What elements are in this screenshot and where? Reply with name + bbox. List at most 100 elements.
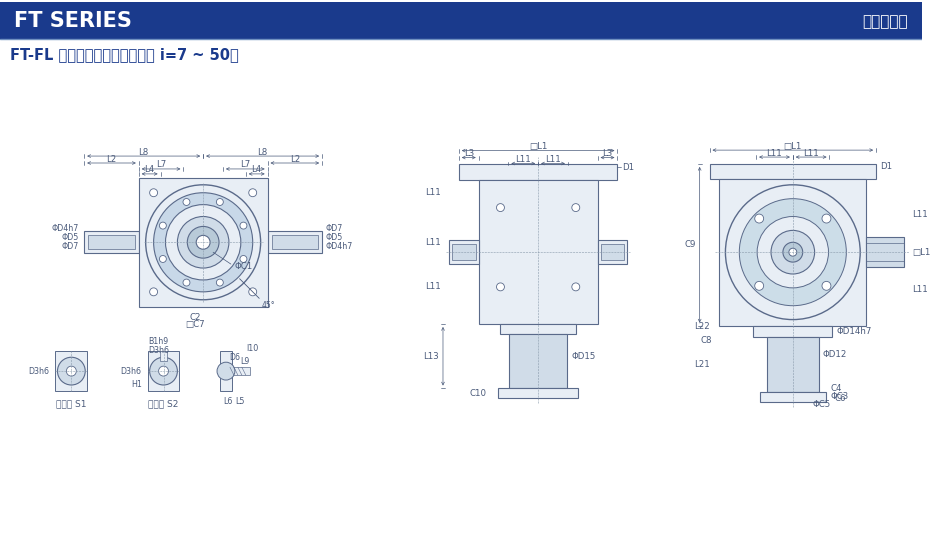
Bar [0,2,922,39]
Circle shape [248,189,257,197]
Bar [449,240,479,264]
Text: L5: L5 [235,397,245,406]
Text: □L1: □L1 [784,142,802,150]
Text: L8: L8 [258,148,268,156]
Text: ΦD4h7: ΦD4h7 [51,224,78,233]
Text: C8: C8 [700,336,711,345]
Circle shape [240,222,246,229]
Text: ΦD14h7: ΦD14h7 [836,327,871,336]
Circle shape [217,279,223,286]
Text: L11: L11 [515,155,531,164]
Circle shape [159,255,166,263]
Circle shape [178,217,229,268]
Text: ΦD5: ΦD5 [61,233,78,242]
Text: L3: L3 [464,149,474,158]
Bar [268,231,322,253]
Text: L7: L7 [156,160,166,170]
Bar [710,164,876,179]
Bar [272,235,318,249]
Bar [866,237,904,267]
Text: ΦC3: ΦC3 [830,392,849,401]
Bar [85,231,139,253]
Circle shape [822,281,830,290]
Text: L11: L11 [911,210,927,219]
Circle shape [572,283,579,291]
Text: L4: L4 [251,165,262,174]
Text: D3h6: D3h6 [29,366,49,376]
Text: D1: D1 [622,163,634,172]
Text: D3h6: D3h6 [148,346,169,355]
Text: l10: l10 [246,344,258,353]
Bar [148,351,179,391]
Text: 行星减速机: 行星减速机 [862,14,908,29]
Text: L8: L8 [139,148,149,156]
Bar [220,351,232,391]
Circle shape [153,193,253,292]
Text: L11: L11 [425,238,441,247]
Text: L4: L4 [144,165,154,174]
Text: L11: L11 [425,188,441,197]
Bar [88,235,135,249]
Circle shape [783,242,803,262]
Text: C10: C10 [470,389,486,398]
Text: 45°: 45° [261,301,275,310]
Text: L11: L11 [911,286,927,294]
Bar [452,245,475,260]
Circle shape [755,214,764,223]
Circle shape [150,288,157,296]
Text: L11: L11 [545,155,561,164]
Bar [598,240,628,264]
Text: 轴型式 S1: 轴型式 S1 [56,399,86,408]
Text: FT-FL 系列尺寸（双级，减速比 i=7 ~ 50）: FT-FL 系列尺寸（双级，减速比 i=7 ~ 50） [10,48,239,62]
Circle shape [66,366,76,376]
Text: C4: C4 [830,385,842,393]
Circle shape [159,222,166,229]
Bar [510,334,567,388]
Text: ΦD5: ΦD5 [326,233,342,242]
Circle shape [187,226,219,258]
Bar [479,181,598,324]
Text: ΦD7: ΦD7 [326,224,342,233]
Text: FT SERIES: FT SERIES [14,11,132,31]
Text: D3h6: D3h6 [121,366,141,376]
Circle shape [248,288,257,296]
Circle shape [789,248,797,256]
Circle shape [158,366,168,376]
Text: L2: L2 [106,155,116,164]
Circle shape [822,214,830,223]
Bar [56,351,87,391]
Circle shape [217,362,235,380]
Circle shape [757,217,829,288]
Text: ΦD15: ΦD15 [572,352,596,361]
Text: D6: D6 [229,353,240,362]
Text: H1: H1 [131,381,141,389]
Circle shape [725,185,860,319]
Text: ΦC5: ΦC5 [813,400,830,409]
Circle shape [146,185,260,300]
Text: D1: D1 [880,162,892,171]
Circle shape [150,357,178,385]
Circle shape [217,199,223,206]
Circle shape [166,205,241,280]
Bar [232,367,250,375]
Bar [498,388,578,398]
Bar [160,351,167,361]
Circle shape [771,230,815,274]
Text: L11: L11 [804,149,819,158]
Circle shape [497,203,504,212]
Circle shape [572,203,579,212]
Text: ΦD12: ΦD12 [822,350,847,359]
Bar [767,337,818,392]
Text: ΦD7: ΦD7 [61,242,78,251]
Text: L3: L3 [603,149,613,158]
Text: C6: C6 [834,394,846,403]
Bar [500,324,576,334]
Text: ΦC1: ΦC1 [235,261,253,271]
Circle shape [150,189,157,197]
Circle shape [755,281,764,290]
Text: C9: C9 [684,240,696,249]
Bar [458,165,618,181]
Bar [760,392,826,402]
Circle shape [240,255,246,263]
Text: B1h9: B1h9 [149,337,168,346]
